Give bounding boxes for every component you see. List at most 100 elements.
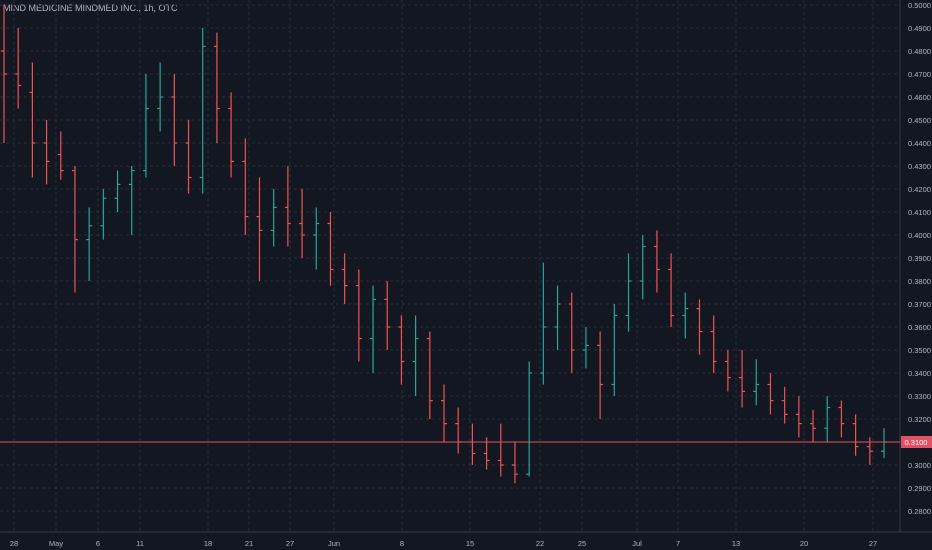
y-tick-label: 0.3700	[908, 300, 931, 309]
ohlc-bar	[540, 262, 547, 385]
ohlc-bar	[398, 315, 405, 385]
x-tick-label: 21	[245, 539, 253, 548]
ohlc-bar	[710, 315, 717, 373]
ohlc-bar	[157, 62, 164, 132]
x-tick-label: 15	[466, 539, 474, 548]
y-tick-label: 0.4300	[908, 162, 931, 171]
ohlc-bar	[724, 350, 731, 392]
ohlc-bar	[852, 414, 859, 456]
x-tick-label: May	[49, 539, 63, 548]
y-tick-label: 0.3200	[908, 415, 931, 424]
ohlc-bar	[824, 396, 831, 442]
ohlc-bar	[412, 315, 419, 396]
ohlc-bar	[284, 166, 291, 247]
ohlc-bar	[100, 189, 107, 240]
y-tick-label: 0.4200	[908, 185, 931, 194]
ohlc-bar	[270, 189, 277, 247]
ohlc-bar	[114, 170, 121, 212]
x-tick-label: Jun	[328, 539, 340, 548]
x-tick-label: 6	[96, 539, 100, 548]
y-tick-label: 0.3300	[908, 392, 931, 401]
chart-title: MIND MEDICINE MINDMED INC., 1h, OTC	[3, 3, 178, 13]
x-tick-label: Jul	[632, 539, 642, 548]
ohlc-bar	[242, 138, 249, 235]
ohlc-bar	[86, 207, 93, 281]
ohlc-bar	[881, 428, 887, 459]
ohlc-bar	[256, 177, 263, 281]
y-tick-label: 0.3900	[908, 254, 931, 263]
ohlc-bar	[228, 92, 235, 178]
y-tick-label: 0.4900	[908, 24, 931, 33]
ohlc-bar	[554, 285, 561, 350]
ohlc-bar	[128, 166, 135, 235]
y-tick-label: 0.4800	[908, 47, 931, 56]
ohlc-bar	[668, 253, 675, 327]
y-tick-label: 0.2800	[908, 507, 931, 516]
y-tick-label: 0.3800	[908, 277, 931, 286]
ohlc-bar	[341, 253, 348, 304]
current-price-label: 0.3100	[905, 438, 928, 447]
y-tick-label: 0.4000	[908, 231, 931, 240]
ohlc-bar	[213, 32, 220, 143]
ohlc-bar	[753, 359, 760, 406]
y-tick-label: 0.4100	[908, 208, 931, 217]
ohlc-bar	[441, 384, 447, 442]
y-tick-label: 0.3400	[908, 369, 931, 378]
y-tick-label: 0.3500	[908, 346, 931, 355]
y-tick-label: 0.5000	[908, 1, 931, 10]
x-tick-label: 22	[536, 539, 544, 548]
ohlc-bar	[71, 166, 78, 293]
ohlc-bar	[313, 207, 320, 270]
ohlc-bar	[696, 299, 703, 355]
x-tick-label: 8	[400, 539, 404, 548]
ohlc-bar	[611, 304, 618, 396]
ohlc-bar	[625, 253, 632, 332]
x-tick-label: 13	[732, 539, 740, 548]
ohlc-bar	[597, 331, 604, 419]
x-tick-label: 27	[869, 539, 877, 548]
ohlc-bar	[426, 331, 433, 419]
ohlc-bar	[1, 5, 7, 143]
x-tick-label: 25	[578, 539, 586, 548]
x-tick-label: 27	[286, 539, 294, 548]
x-tick-label: 20	[800, 539, 808, 548]
y-tick-label: 0.3000	[908, 461, 931, 470]
ohlc-bar	[568, 292, 575, 373]
ohlc-bar	[767, 373, 774, 415]
ohlc-bar	[526, 361, 533, 477]
ohlc-bar	[142, 74, 149, 178]
ohlc-bar	[582, 327, 589, 369]
ohlc-bar	[838, 400, 845, 438]
ohlc-bar	[29, 62, 36, 178]
x-tick-label: 28	[10, 539, 18, 548]
ohlc-bar	[43, 120, 50, 185]
y-tick-label: 0.4700	[908, 70, 931, 79]
y-tick-label: 0.4600	[908, 93, 931, 102]
ohlc-bar	[483, 437, 490, 470]
y-tick-label: 0.4400	[908, 139, 931, 148]
y-tick-label: 0.2900	[908, 484, 931, 493]
ohlc-bar	[639, 235, 646, 300]
ohlc-bar	[57, 131, 64, 180]
ohlc-bar	[15, 28, 22, 109]
ohlc-bar	[653, 230, 660, 293]
x-tick-label: 7	[676, 539, 680, 548]
x-tick-label: 11	[136, 539, 144, 548]
ohlc-bar	[185, 120, 192, 194]
ohlc-bar	[795, 396, 802, 438]
y-tick-label: 0.3600	[908, 323, 931, 332]
y-tick-label: 0.4500	[908, 116, 931, 125]
ohlc-bar	[455, 407, 462, 454]
x-tick-label: 18	[204, 539, 212, 548]
ohlc-bar	[171, 74, 178, 166]
ohlc-bar	[355, 269, 362, 362]
ohlc-bar	[511, 442, 518, 484]
ohlc-bar	[810, 409, 817, 442]
ohlc-bar	[781, 386, 788, 424]
ohlc-bar	[370, 285, 377, 373]
ohlc-bar	[682, 292, 689, 339]
ohlc-bar	[739, 350, 746, 408]
ohlc-bar	[327, 212, 334, 286]
ohlc-bar	[497, 423, 504, 477]
